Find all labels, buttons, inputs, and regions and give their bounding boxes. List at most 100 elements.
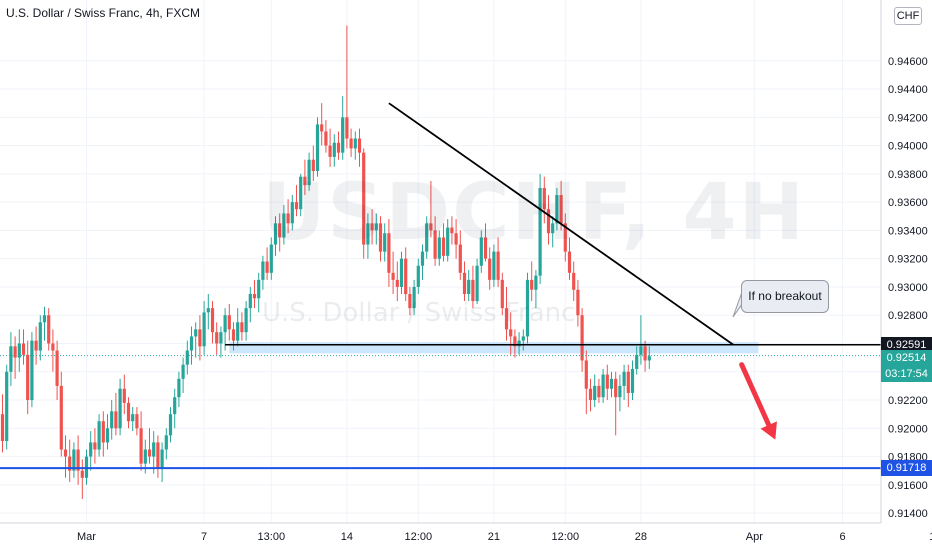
candle-body: [173, 397, 177, 415]
candle-body: [198, 329, 202, 347]
candle-body: [101, 421, 105, 443]
grid-lines: [0, 0, 881, 523]
time-tick-label: 7: [201, 531, 207, 543]
candle-body: [441, 237, 446, 256]
price-axis[interactable]: 0.914000.916000.918000.920000.922000.924…: [880, 0, 928, 523]
time-tick-label: 12:00: [552, 531, 580, 543]
candle-body: [223, 315, 227, 333]
currency-badge[interactable]: CHF: [894, 7, 922, 25]
candle-body: [164, 435, 168, 450]
candle-body: [500, 279, 504, 309]
candle-body: [105, 428, 110, 443]
candle-body: [496, 251, 500, 280]
candle-body: [147, 449, 152, 457]
candle-body: [122, 388, 126, 403]
candle-body: [647, 356, 651, 361]
candle-body: [471, 279, 475, 302]
candle-body: [282, 213, 286, 238]
annotation-callout[interactable]: If no breakout: [741, 280, 829, 313]
candle-body: [399, 258, 404, 287]
candle-body: [576, 289, 580, 316]
candle-body: [160, 449, 164, 468]
candle-body: [97, 421, 101, 450]
price-tick-label: 0.94000: [888, 141, 928, 153]
candle-body: [563, 223, 567, 252]
candle-body: [30, 340, 34, 401]
candle-body: [294, 202, 299, 210]
candle-body: [357, 138, 362, 153]
price-tick-label: 0.94600: [888, 56, 928, 68]
candle-body: [89, 442, 93, 457]
candle-body: [227, 315, 231, 330]
candle-body: [614, 378, 618, 398]
description-watermark: U.S. Dollar / Swiss Franc: [262, 298, 576, 328]
candle-body: [425, 223, 429, 252]
candle-body: [110, 411, 114, 429]
level-price-tag: 0.92591: [881, 336, 932, 353]
candle-body: [80, 470, 84, 478]
candle-body: [446, 227, 450, 256]
candle-body: [206, 308, 210, 313]
candle-body: [420, 251, 425, 266]
candle-body: [68, 456, 72, 471]
candle-body: [450, 227, 454, 234]
candle-body: [34, 340, 38, 351]
candle-body: [378, 223, 383, 252]
price-tick-label: 0.93200: [888, 254, 928, 266]
candle-body: [257, 279, 261, 299]
candle-body: [462, 272, 467, 295]
candle-body: [210, 308, 215, 333]
candle-body: [374, 223, 378, 231]
candle-body: [391, 272, 395, 280]
candle-body: [307, 159, 311, 186]
time-axis[interactable]: Mar 7 13:00 14 12:00 21 12:00 28 Apr 6 11: [0, 522, 932, 543]
candle-body: [534, 275, 538, 290]
price-tick-label: 0.93600: [888, 197, 928, 209]
candle-body: [38, 322, 42, 351]
price-tick-label: 0.94400: [888, 84, 928, 96]
time-tick-label: 14: [341, 531, 353, 543]
candle-body: [404, 258, 408, 295]
candle-body: [5, 371, 9, 442]
last-price-tag: 0.92514: [881, 349, 932, 366]
candle-body: [278, 223, 282, 238]
candle-body: [143, 449, 147, 464]
candle-body: [59, 385, 63, 450]
candle-body: [387, 233, 391, 273]
chart-title: U.S. Dollar / Swiss Franc, 4h, FXCM: [6, 6, 201, 20]
candle-body: [492, 251, 496, 280]
candle-body: [488, 258, 492, 280]
candle-body: [139, 428, 143, 464]
candle-body: [538, 187, 542, 276]
candle-body: [597, 385, 601, 398]
candle-body: [517, 340, 521, 347]
candle-body: [643, 346, 647, 361]
candle-body: [152, 442, 156, 457]
candle-body: [336, 142, 341, 153]
candle-body: [299, 176, 303, 210]
candle-body: [55, 350, 59, 386]
drawings-group[interactable]: [0, 102, 881, 470]
candle-body: [408, 294, 412, 309]
candle-body: [13, 346, 17, 358]
candle-body: [324, 131, 328, 146]
candle-body: [286, 213, 290, 224]
candle-body: [47, 315, 51, 344]
candle-body: [231, 329, 236, 341]
candle-body: [265, 261, 269, 273]
candle-body: [584, 360, 588, 389]
candle-body: [353, 138, 357, 149]
candle-body: [475, 265, 479, 302]
candle-body: [320, 124, 324, 132]
candle-body: [118, 388, 122, 429]
candle-body: [362, 152, 366, 245]
candle-body: [194, 329, 198, 337]
time-tick-label: 11: [929, 531, 932, 543]
resistance-zone-group: [229, 342, 759, 354]
time-tick-label: Mar: [77, 531, 96, 543]
resistance-zone: [229, 342, 759, 354]
price-tick-label: 0.93800: [888, 169, 928, 181]
candle-body: [530, 279, 534, 290]
candle-body: [156, 442, 160, 468]
